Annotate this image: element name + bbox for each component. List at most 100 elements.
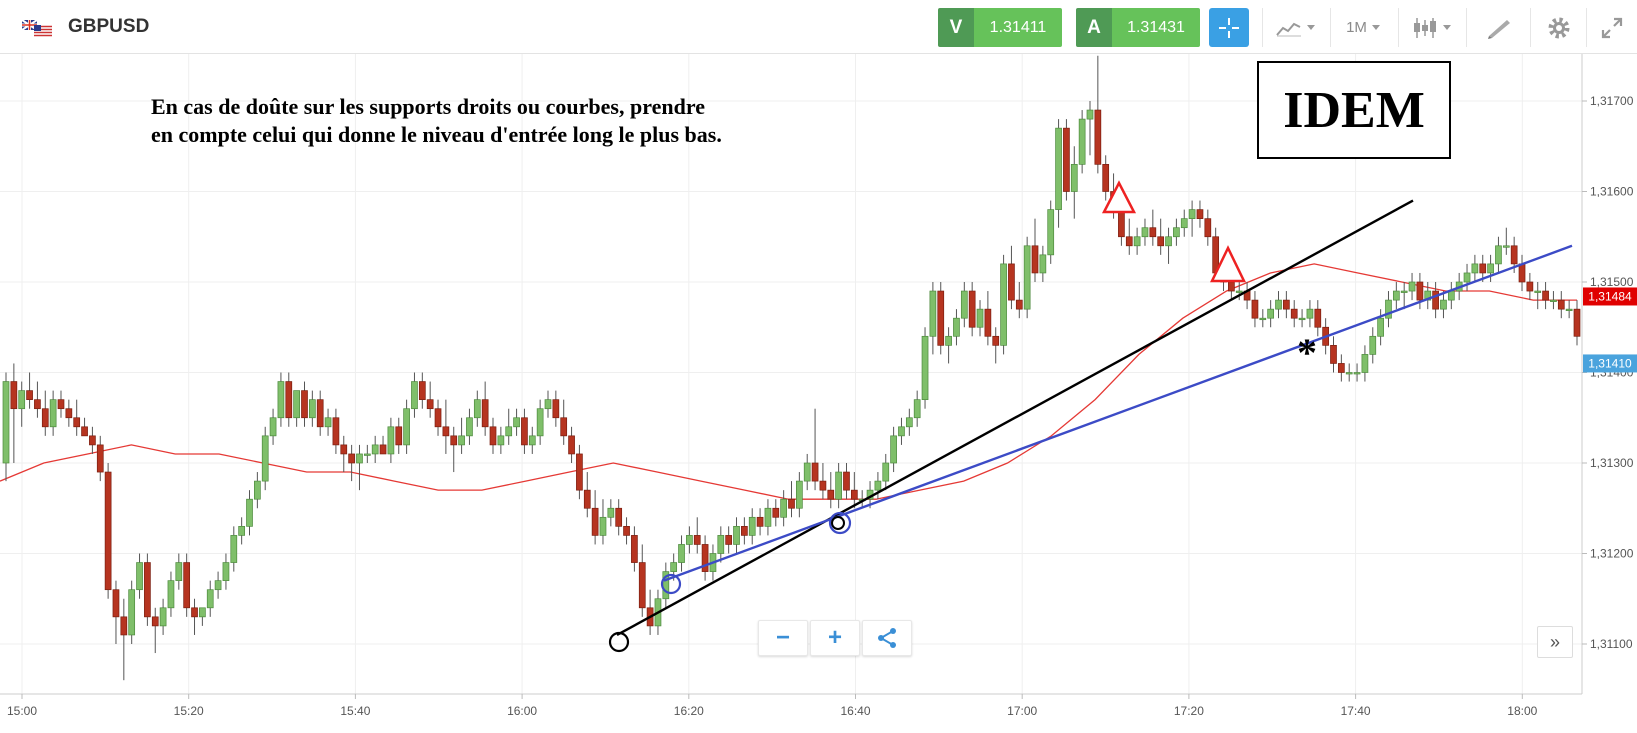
candle — [803, 453, 811, 491]
candle-body — [1165, 236, 1172, 247]
candle — [835, 463, 842, 509]
candle-body — [418, 381, 426, 400]
candle-body — [269, 417, 277, 437]
candle-body — [167, 580, 175, 609]
candle-body — [1573, 308, 1581, 337]
candle — [1526, 272, 1534, 301]
annotation-line-1: En cas de doûte sur les supports droits … — [151, 94, 705, 119]
candle — [1502, 227, 1510, 255]
candle-body — [1023, 245, 1031, 310]
candle-body — [34, 399, 41, 410]
candle — [631, 526, 638, 572]
candle — [1385, 291, 1392, 328]
zoom-controls: − + — [758, 620, 912, 656]
candle — [1094, 55, 1102, 174]
zoom-out-button[interactable]: − — [758, 620, 808, 656]
candle — [151, 607, 159, 654]
candle-body — [57, 399, 65, 410]
candle-body — [481, 399, 489, 428]
candle-body — [1487, 263, 1494, 274]
candle-body — [874, 480, 882, 491]
candle-body — [387, 426, 395, 455]
candles-button[interactable] — [1402, 8, 1460, 47]
candle-body — [1306, 308, 1314, 319]
candle — [324, 408, 332, 436]
fullscreen-icon — [1601, 17, 1623, 38]
candle-body — [316, 399, 324, 428]
candle-body — [10, 381, 18, 410]
candle — [921, 327, 929, 409]
candle — [591, 490, 599, 545]
y-axis-panel — [1582, 54, 1637, 733]
candle-body — [489, 426, 497, 446]
candle-body — [442, 426, 450, 437]
candle-body — [112, 589, 120, 618]
candle-body — [293, 390, 300, 419]
candle-body — [285, 381, 293, 419]
candle — [1573, 300, 1581, 346]
candle-body — [788, 498, 795, 509]
candle — [929, 282, 937, 355]
candle — [411, 372, 418, 418]
candle-body — [850, 489, 858, 500]
candle-body — [1031, 245, 1039, 274]
candle-body — [144, 562, 151, 618]
zoom-in-button[interactable]: + — [810, 620, 860, 656]
candle-body — [984, 308, 992, 337]
chart-type-button[interactable] — [1266, 8, 1324, 47]
candle-body — [1283, 299, 1290, 310]
candle — [1055, 119, 1062, 228]
sell-button[interactable]: V 1.31411 — [938, 8, 1062, 47]
candle — [1283, 291, 1290, 319]
timeframe-button[interactable]: 1M — [1334, 8, 1392, 47]
candle-body — [1377, 317, 1384, 337]
drawing-button[interactable] — [1470, 8, 1528, 47]
candle-body — [552, 399, 560, 419]
buy-button[interactable]: A 1.31431 — [1076, 8, 1200, 47]
candle-body — [2, 381, 10, 464]
candle-body — [1408, 281, 1416, 292]
candle-body — [1196, 209, 1204, 220]
candle-body — [1542, 290, 1549, 301]
current-price-text: 1,31484 — [1588, 289, 1632, 303]
candle — [136, 553, 143, 599]
candle-body — [835, 471, 842, 500]
candle-body — [81, 426, 88, 437]
candle — [1361, 345, 1369, 382]
candle-body — [1228, 281, 1235, 292]
divider — [1466, 8, 1467, 47]
candle-body — [1534, 290, 1542, 293]
candle-body — [104, 471, 112, 591]
candle — [293, 390, 300, 427]
warning-triangle — [1101, 180, 1137, 214]
buy-price: 1.31431 — [1112, 8, 1200, 47]
candle — [1251, 291, 1259, 328]
scroll-right-button[interactable]: » — [1537, 626, 1573, 658]
candle — [285, 372, 293, 427]
candle — [528, 426, 536, 454]
fullscreen-button[interactable] — [1590, 8, 1634, 47]
price-chart[interactable]: * 1,311001,312001,313001,314001,315001,3… — [0, 54, 1637, 733]
candle-body — [1337, 363, 1345, 373]
candle — [678, 535, 685, 572]
candle — [348, 444, 355, 482]
candle — [49, 390, 57, 436]
candle — [717, 526, 725, 563]
candle-body — [363, 453, 371, 456]
candle-body — [301, 390, 308, 419]
candle-body — [725, 535, 733, 545]
candle — [206, 580, 214, 617]
candle — [1102, 155, 1110, 201]
settings-button[interactable] — [1534, 8, 1584, 47]
share-button[interactable] — [862, 620, 912, 656]
crosshair-button[interactable] — [1209, 8, 1249, 47]
candle — [827, 472, 835, 509]
candle-body — [1235, 290, 1243, 293]
candle-body — [246, 498, 253, 527]
candle — [1063, 119, 1070, 201]
candle — [104, 463, 112, 599]
candle — [261, 426, 269, 491]
candle-body — [576, 453, 583, 491]
candle — [332, 408, 340, 454]
candle — [1353, 363, 1361, 382]
